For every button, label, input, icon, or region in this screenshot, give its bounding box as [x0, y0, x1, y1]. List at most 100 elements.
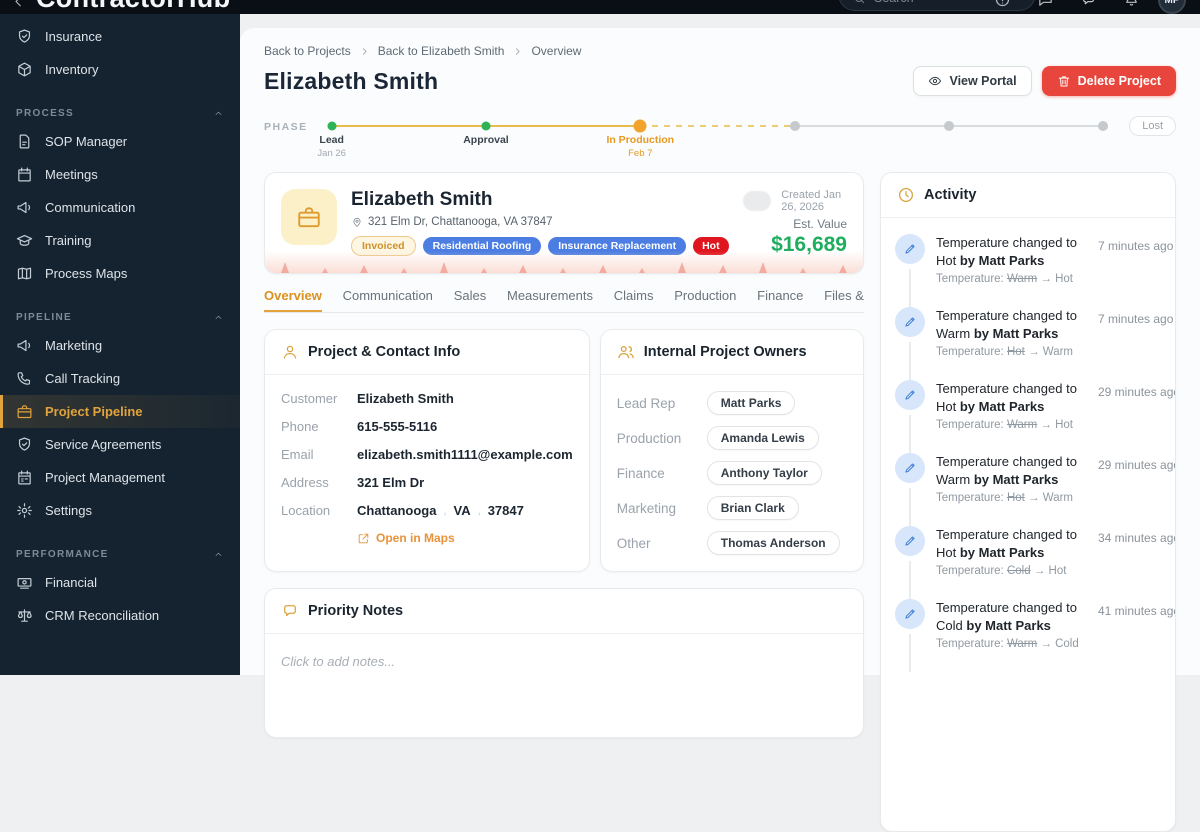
- phase-dot-in-production[interactable]: [633, 119, 647, 133]
- sidebar-item-label: Service Agreements: [45, 437, 162, 452]
- sidebar-item-marketing[interactable]: Marketing: [0, 329, 240, 362]
- pencil-icon: [895, 234, 925, 264]
- customer-name: Elizabeth Smith: [351, 189, 493, 210]
- activity-timestamp: 41 minutes ago: [1098, 604, 1176, 618]
- owner-pill[interactable]: Amanda Lewis: [706, 426, 819, 450]
- est-value: $16,689: [771, 233, 847, 256]
- contact-card-body: Customer Elizabeth Smith Phone 615-555-5…: [265, 375, 589, 561]
- megaphone-icon: [17, 201, 31, 214]
- trash-icon: [1058, 76, 1069, 87]
- sidebar-section-pipeline[interactable]: PIPELINE: [16, 312, 224, 323]
- briefcase-icon: [17, 405, 32, 419]
- phase-step-approval: Approval: [463, 134, 509, 146]
- phase-dot-future[interactable]: [943, 121, 954, 131]
- customer-address: 321 Elm Dr, Chattanooga, VA 37847: [351, 216, 729, 228]
- bell-icon[interactable]: [1123, 0, 1140, 8]
- sidebar-item-call-tracking[interactable]: Call Tracking: [0, 362, 240, 395]
- graduation-cap-icon: [16, 234, 33, 246]
- delete-project-button[interactable]: Delete Project: [1041, 66, 1176, 96]
- tab-finance[interactable]: Finance: [757, 288, 804, 303]
- notes-card-title: Priority Notes: [308, 603, 404, 619]
- activity-item: Temperature changed to Hot by Matt Parks…: [895, 234, 1173, 307]
- owner-row-finance: Finance Anthony Taylor: [617, 461, 847, 485]
- owner-pill[interactable]: Matt Parks: [706, 391, 796, 415]
- announcement-icon[interactable]: [1037, 0, 1054, 8]
- contact-row-address: Address 321 Elm Dr: [281, 475, 425, 490]
- tab-overview[interactable]: Overview: [264, 288, 322, 312]
- view-portal-button[interactable]: View Portal: [913, 66, 1032, 96]
- tab-files[interactable]: Files &: [824, 288, 864, 303]
- sidebar-item-financial[interactable]: Financial: [0, 566, 240, 599]
- tab-communication[interactable]: Communication: [342, 288, 433, 303]
- help-icon[interactable]: [994, 0, 1011, 8]
- phase-step-in-production: In Production Feb 7: [606, 134, 675, 159]
- sidebar-item-insurance[interactable]: Insurance: [0, 20, 240, 53]
- activity-item: Temperature changed to Hot by Matt Parks…: [895, 526, 1175, 599]
- owner-row-marketing: Marketing Brian Clark: [617, 496, 847, 520]
- breadcrumb-back-to-customer[interactable]: Back to Elizabeth Smith: [377, 44, 505, 58]
- activity-item: Temperature changed to Warm by Matt Park…: [895, 453, 1175, 526]
- sidebar-item-label: Settings: [45, 503, 92, 518]
- phase-dot-future[interactable]: [789, 121, 800, 131]
- phase-timeline: PHASE Lead: [264, 116, 1176, 162]
- owner-pill[interactable]: Anthony Taylor: [706, 461, 822, 485]
- view-portal-label: View Portal: [949, 74, 1017, 88]
- activity-item: Temperature changed to Hot by Matt Parks…: [895, 380, 1175, 453]
- timeline-connector: [909, 269, 911, 307]
- sidebar-item-project-pipeline[interactable]: Project Pipeline: [0, 395, 240, 428]
- tab-production[interactable]: Production: [674, 288, 737, 303]
- sidebar-item-sop-manager[interactable]: SOP Manager: [0, 125, 240, 158]
- phase-dot-future[interactable]: [1098, 121, 1109, 131]
- chat-icon[interactable]: [1080, 0, 1097, 8]
- notes-input[interactable]: Click to add notes...: [281, 654, 396, 669]
- contact-row-phone: Phone 615-555-5116: [281, 419, 438, 434]
- owners-card-header: Internal Project Owners: [600, 330, 863, 375]
- owner-pill[interactable]: Brian Clark: [706, 496, 799, 520]
- sidebar-section-process[interactable]: PROCESS: [16, 108, 224, 119]
- badge-insurance-replacement: Insurance Replacement: [548, 237, 687, 255]
- eye-icon: [929, 76, 942, 86]
- owner-row-lead-rep: Lead Rep Matt Parks: [617, 391, 847, 415]
- content-grid: Elizabeth Smith 321 Elm Dr, Chattanooga,…: [264, 172, 1176, 832]
- sidebar-item-training[interactable]: Training: [0, 224, 240, 257]
- lost-pill[interactable]: Lost: [1129, 116, 1176, 136]
- back-button[interactable]: [10, 0, 27, 14]
- phase-dot-lead[interactable]: [327, 121, 337, 131]
- main-area: Back to Projects Back to Elizabeth Smith…: [240, 14, 1200, 832]
- open-in-maps-label: Open in Maps: [376, 531, 455, 545]
- sidebar-item-inventory[interactable]: Inventory: [0, 53, 240, 86]
- user-avatar[interactable]: MP: [1158, 0, 1186, 14]
- owner-pill[interactable]: Thomas Anderson: [706, 531, 840, 555]
- sidebar-item-settings[interactable]: Settings: [0, 494, 240, 527]
- sidebar-item-label: Inventory: [45, 62, 99, 77]
- tab-sales[interactable]: Sales: [453, 288, 487, 303]
- sidebar-item-project-management[interactable]: Project Management: [0, 461, 240, 494]
- flame-decoration: [265, 251, 863, 273]
- summary-meta: Created Jan 26, 2026 Est. Value $16,689: [742, 189, 847, 257]
- document-icon: [19, 134, 30, 149]
- activity-item: Temperature changed to Cold by Matt Park…: [895, 599, 1175, 672]
- notes-card-header: Priority Notes: [265, 589, 863, 634]
- pencil-icon: [895, 380, 925, 410]
- search-icon: [855, 0, 865, 4]
- sidebar-section-performance[interactable]: PERFORMANCE: [16, 549, 224, 560]
- created-date: Created Jan 26, 2026: [781, 189, 842, 213]
- sidebar-item-process-maps[interactable]: Process Maps: [0, 257, 240, 290]
- sidebar-item-label: Financial: [45, 575, 98, 590]
- open-in-maps-link[interactable]: Open in Maps: [357, 531, 573, 545]
- tab-claims[interactable]: Claims: [613, 288, 654, 303]
- tab-measurements[interactable]: Measurements: [506, 288, 593, 303]
- sidebar-item-communication[interactable]: Communication: [0, 191, 240, 224]
- sidebar-item-meetings[interactable]: Meetings: [0, 158, 240, 191]
- search-input[interactable]: [874, 0, 1004, 5]
- sidebar-item-crm-reconciliation[interactable]: CRM Reconciliation: [0, 599, 240, 632]
- chevron-right-icon: [516, 47, 520, 55]
- main-panel: Back to Projects Back to Elizabeth Smith…: [240, 28, 1200, 832]
- owners-card-title: Internal Project Owners: [643, 344, 807, 360]
- breadcrumb-back-to-projects[interactable]: Back to Projects: [264, 44, 351, 58]
- badge-residential-roofing: Residential Roofing: [422, 237, 542, 255]
- sidebar-item-service-agreements[interactable]: Service Agreements: [0, 428, 240, 461]
- phase-dot-approval[interactable]: [481, 121, 491, 131]
- calendar-icon: [18, 167, 31, 182]
